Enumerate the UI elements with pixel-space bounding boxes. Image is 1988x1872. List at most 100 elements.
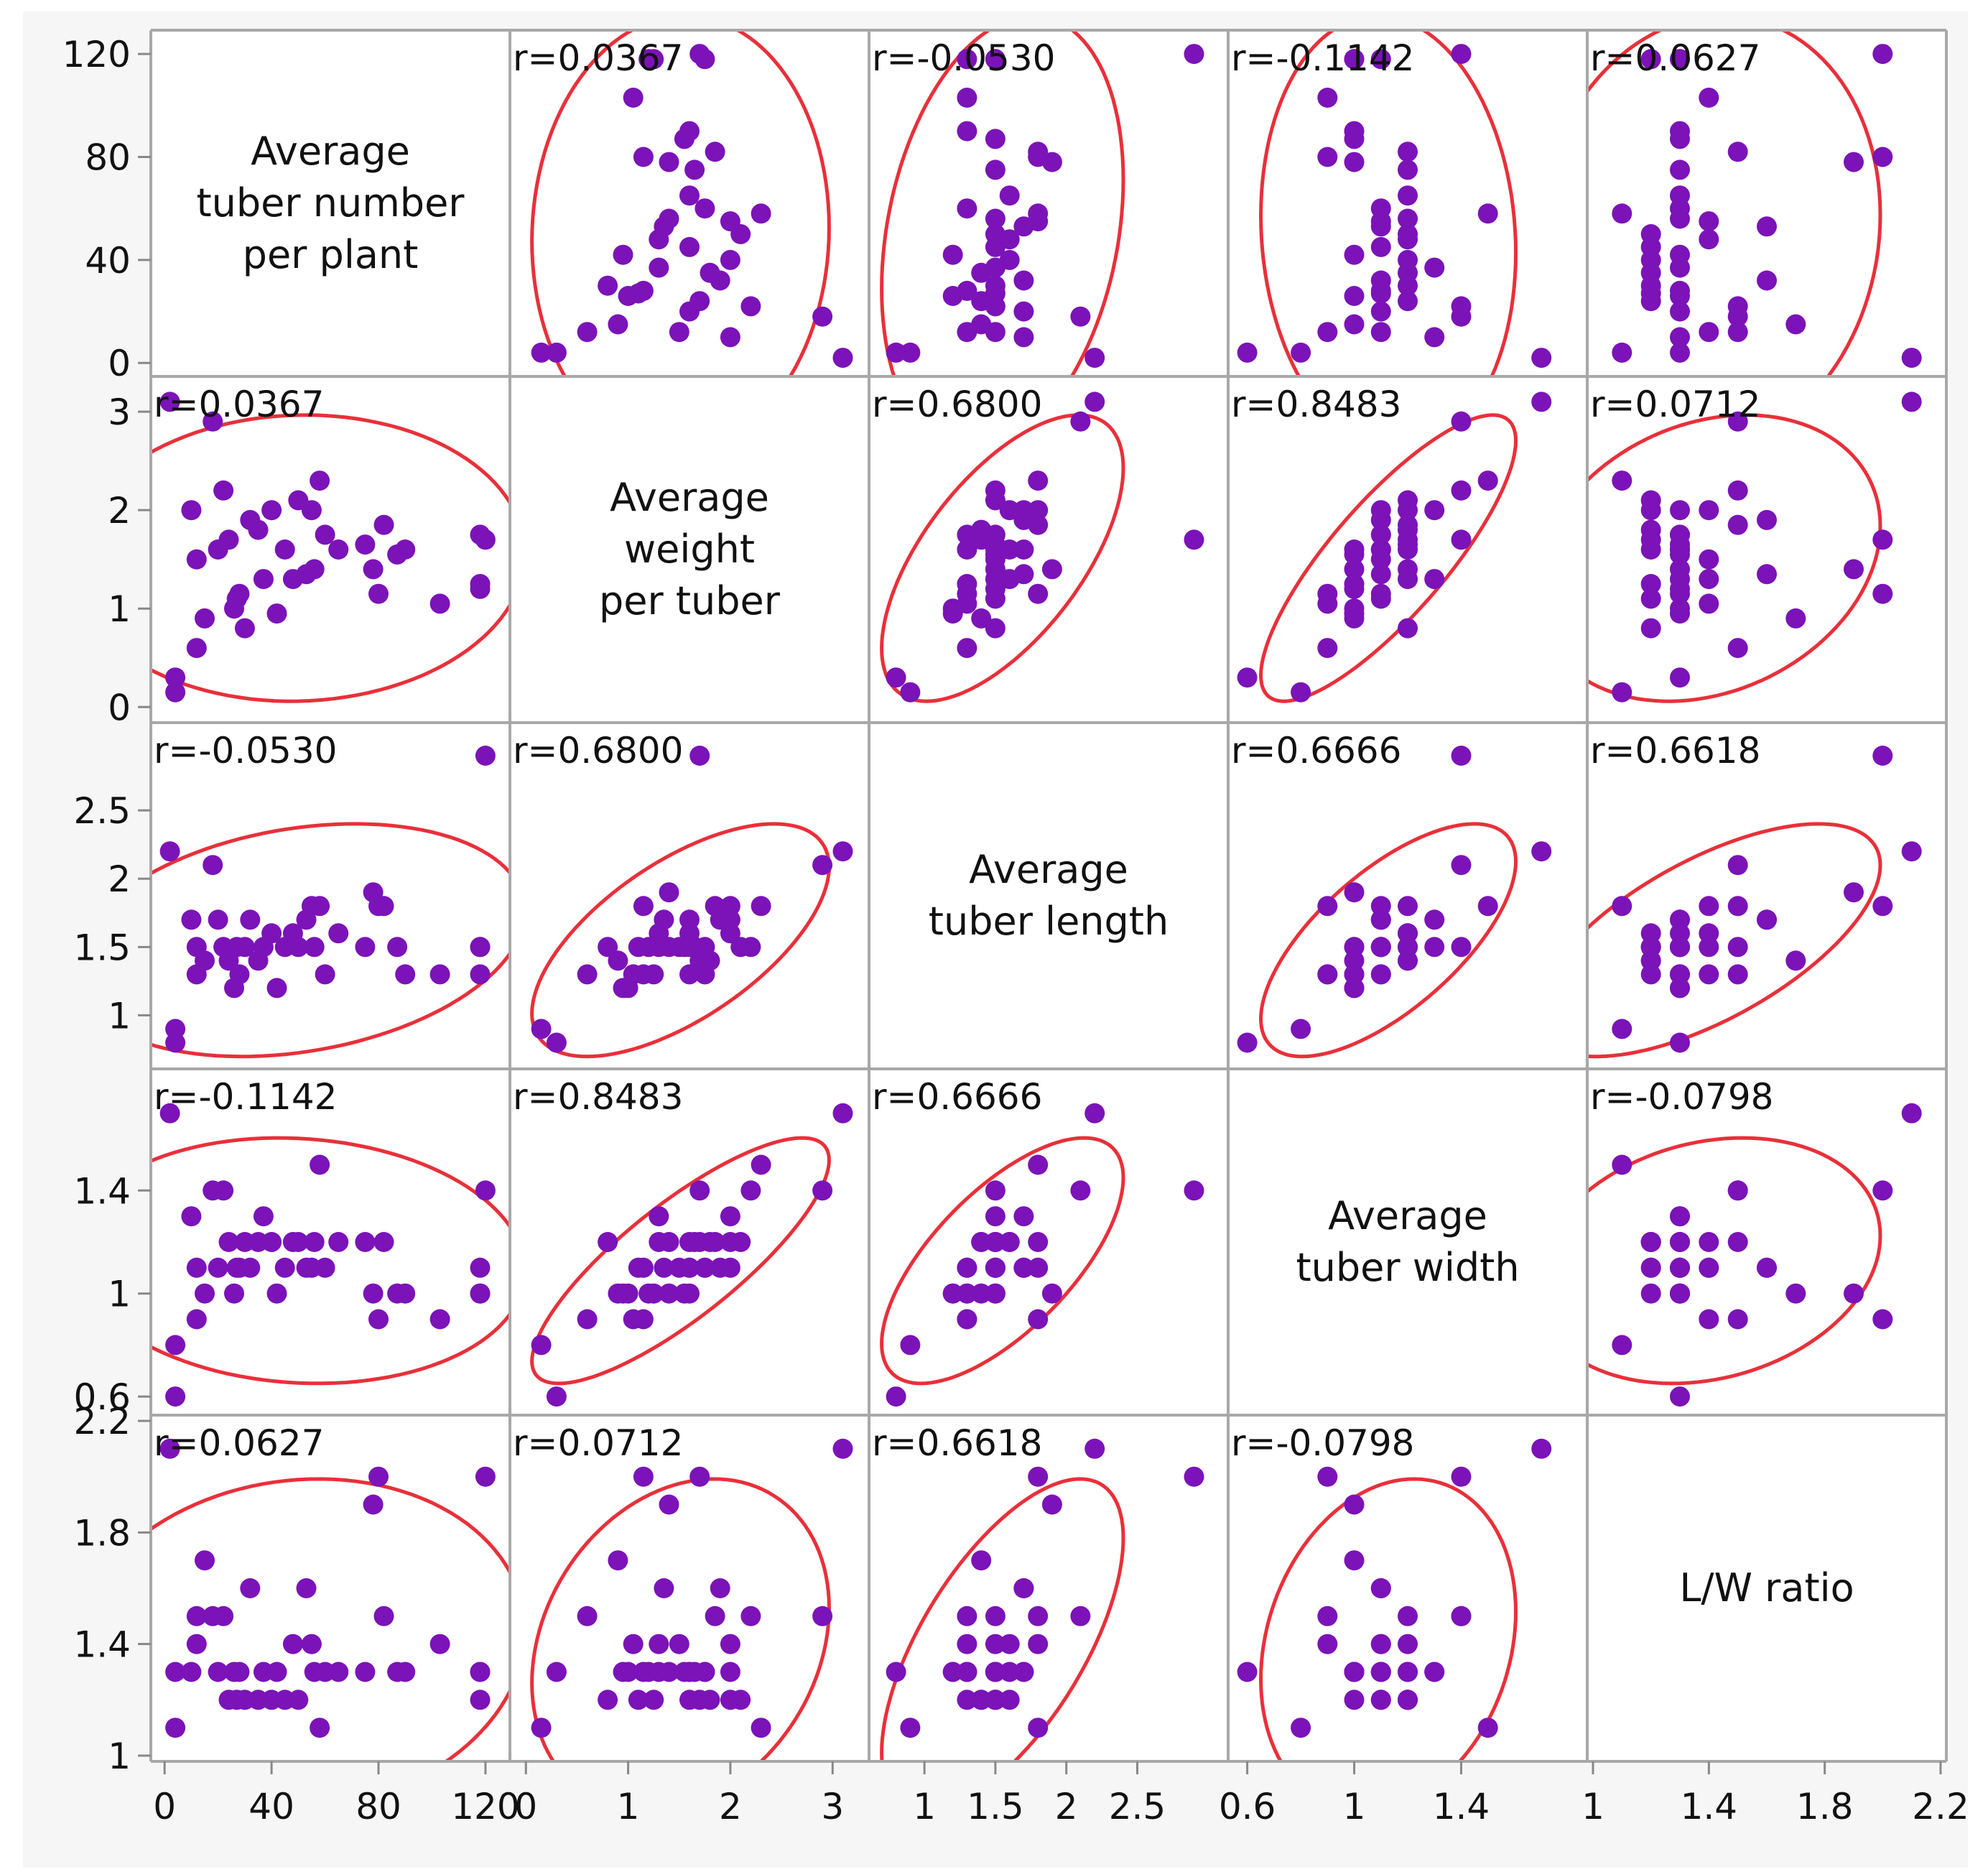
data-point	[985, 159, 1005, 180]
data-point	[229, 583, 250, 604]
data-point	[1028, 514, 1049, 535]
data-point	[1398, 514, 1418, 535]
data-point	[1041, 1283, 1062, 1304]
x-tick-label: 0	[153, 1786, 176, 1827]
data-point	[234, 937, 255, 958]
data-point	[355, 937, 376, 958]
data-point	[1531, 348, 1552, 369]
correlation-label: r=-0.0530	[872, 37, 1055, 79]
data-point	[957, 574, 977, 594]
data-point	[1872, 746, 1893, 766]
data-point	[1028, 1466, 1049, 1487]
data-point	[1398, 159, 1418, 180]
data-point	[720, 1206, 740, 1227]
data-point	[234, 618, 255, 639]
data-point	[649, 1634, 669, 1654]
data-point	[957, 121, 977, 142]
data-point	[1344, 937, 1365, 958]
data-point	[649, 1206, 669, 1227]
data-point	[659, 208, 679, 229]
data-point	[971, 608, 992, 629]
data-point	[1640, 49, 1661, 70]
data-point	[1070, 1180, 1091, 1201]
data-point	[1291, 1718, 1311, 1738]
data-point	[208, 909, 228, 930]
data-point	[985, 1690, 1005, 1710]
data-point	[669, 1634, 689, 1654]
data-point	[1317, 147, 1338, 167]
data-point	[1640, 618, 1661, 639]
data-point	[684, 159, 705, 180]
density-ellipse	[1587, 1136, 1882, 1386]
data-point	[740, 1605, 761, 1626]
data-point	[315, 1257, 335, 1278]
data-point	[1451, 296, 1472, 317]
data-point	[1872, 896, 1893, 917]
density-ellipse	[1258, 1477, 1518, 1761]
data-point	[659, 1283, 679, 1304]
data-point	[751, 203, 771, 224]
density-ellipse	[1587, 822, 1882, 1059]
data-point	[1699, 500, 1719, 521]
data-point	[1424, 500, 1445, 521]
data-point	[1084, 391, 1105, 412]
data-point	[531, 1335, 552, 1356]
data-point	[1317, 322, 1338, 343]
data-point	[720, 896, 740, 917]
data-point	[1640, 1257, 1661, 1278]
data-point	[195, 1283, 215, 1304]
data-point	[684, 1232, 705, 1252]
data-point	[1237, 1662, 1258, 1682]
data-point	[900, 1335, 921, 1356]
data-point	[689, 291, 710, 312]
data-point	[628, 1690, 649, 1710]
data-point	[633, 147, 654, 167]
data-point	[355, 1662, 376, 1682]
data-point	[1612, 471, 1632, 491]
data-point	[957, 1309, 977, 1330]
data-point	[1013, 1257, 1034, 1278]
y-tick-label: 1	[108, 995, 131, 1037]
data-point	[1013, 270, 1034, 291]
data-point	[812, 855, 833, 876]
data-point	[310, 1718, 330, 1738]
data-point	[985, 49, 1005, 70]
data-point	[659, 152, 679, 172]
variable-label: tuber width	[1296, 1245, 1519, 1290]
cell-weight-vs-num: r=0.0367	[151, 384, 510, 703]
variable-label: per plant	[243, 232, 419, 277]
data-point	[832, 1438, 853, 1459]
data-point	[1785, 950, 1806, 971]
correlation-label: r=-0.1142	[154, 1076, 337, 1118]
data-point	[999, 1662, 1020, 1682]
data-point	[531, 1718, 552, 1738]
data-point	[1344, 1550, 1365, 1571]
data-point	[659, 1494, 679, 1515]
data-point	[288, 1690, 309, 1710]
data-point	[1344, 578, 1365, 599]
data-point	[649, 257, 669, 278]
data-point	[208, 1662, 228, 1682]
data-point	[1070, 411, 1091, 432]
data-point	[1344, 539, 1365, 560]
data-point	[395, 1283, 416, 1304]
data-point	[1699, 923, 1719, 944]
data-point	[1013, 564, 1034, 585]
data-point	[470, 1690, 491, 1710]
data-point	[999, 249, 1020, 270]
data-point	[613, 244, 633, 265]
data-point	[1317, 1605, 1338, 1626]
data-point	[730, 937, 751, 958]
data-point	[363, 559, 384, 580]
data-point	[623, 88, 644, 108]
data-point	[186, 1634, 207, 1654]
data-point	[1640, 937, 1661, 958]
data-point	[1344, 964, 1365, 985]
data-point	[1670, 1386, 1690, 1407]
correlation-label: r=0.6800	[872, 384, 1042, 425]
data-point	[1013, 301, 1034, 322]
data-point	[1640, 519, 1661, 540]
data-point	[368, 1466, 389, 1487]
data-point	[705, 1605, 725, 1626]
data-point	[1670, 49, 1690, 70]
